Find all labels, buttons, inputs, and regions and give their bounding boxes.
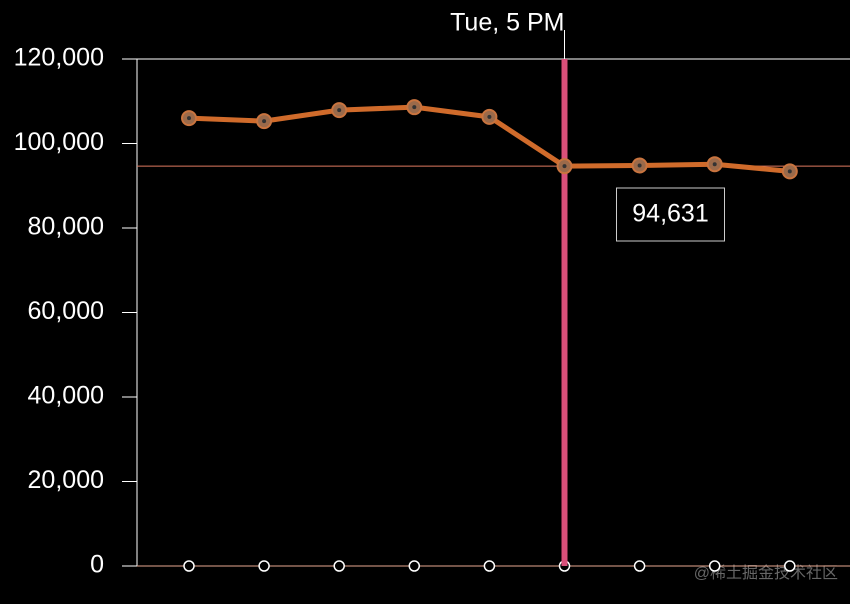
point-center: [412, 105, 417, 110]
crosshair-x-label: Tue, 5 PM: [450, 9, 564, 37]
y-tick-label: 120,000: [14, 44, 104, 72]
x-tick-dot: [784, 560, 796, 572]
point-center: [562, 164, 567, 169]
x-tick-dot: [408, 560, 421, 572]
y-tick-label: 100,000: [14, 128, 104, 156]
y-tick-label: 20,000: [28, 466, 104, 494]
x-tick-dot: [708, 560, 721, 572]
y-tick-label: 40,000: [28, 382, 104, 410]
point-center: [787, 169, 792, 174]
point-center: [187, 116, 191, 121]
y-tick-label: 80,000: [28, 213, 104, 241]
point-center: [487, 114, 492, 119]
x-tick-dot: [183, 560, 195, 572]
x-tick-dot: [483, 560, 496, 572]
y-tick-label: 60,000: [28, 297, 104, 325]
value-label-box: [616, 187, 725, 242]
point-center: [337, 108, 342, 113]
x-tick-dot: [633, 560, 646, 572]
point-center: [262, 119, 267, 124]
x-tick-dot: [333, 560, 345, 572]
x-tick-dot: [258, 560, 270, 572]
value-label: 94,631: [632, 200, 708, 228]
y-tick-label: 0: [90, 551, 104, 579]
watermark: @稀土掘金技术社区: [694, 564, 838, 582]
point-center: [712, 162, 717, 167]
point-center: [637, 163, 642, 168]
